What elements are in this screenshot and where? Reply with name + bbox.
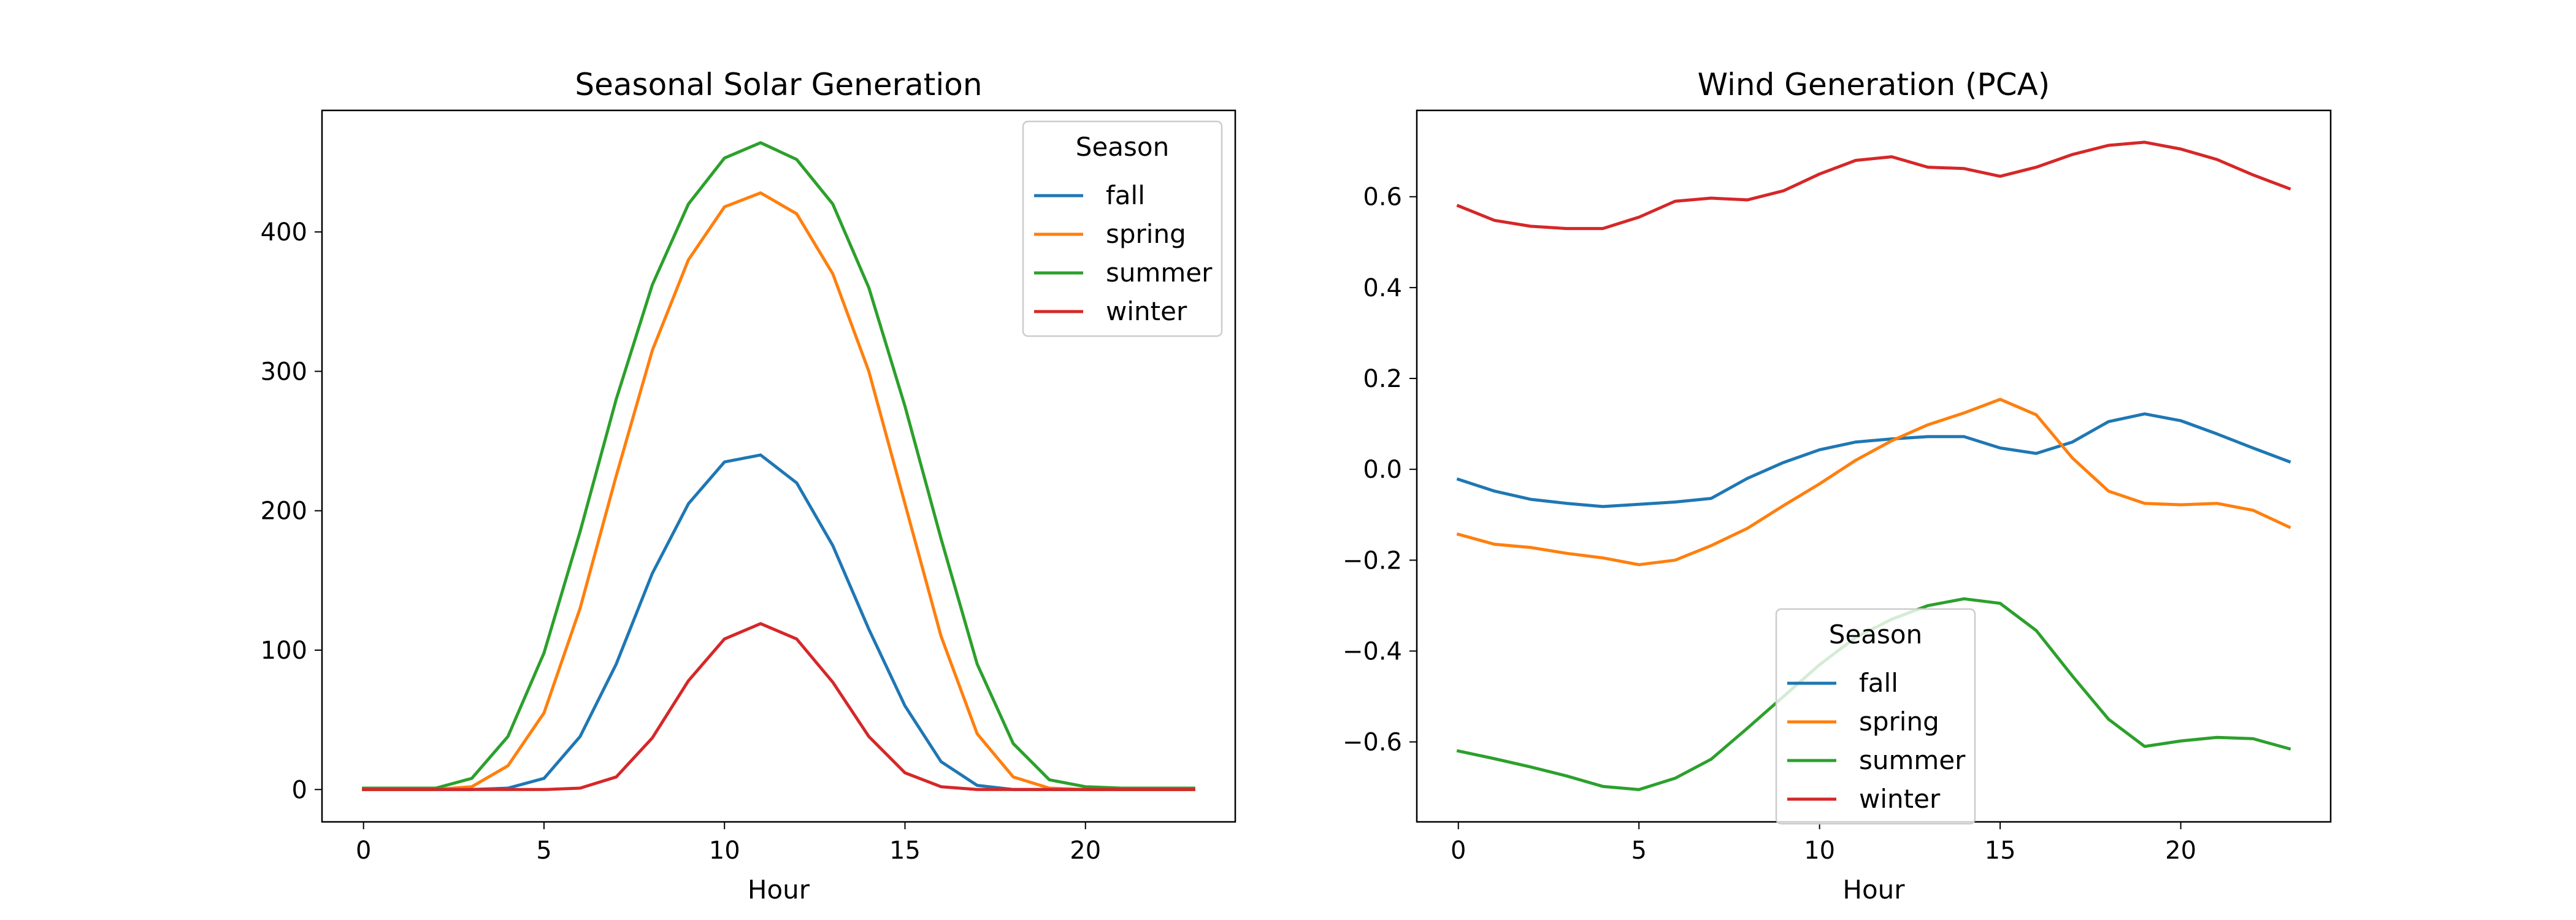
series-line-fall <box>362 453 1195 791</box>
legend-label-winter: winter <box>1106 296 1187 326</box>
series-line-winter <box>362 622 1195 791</box>
legend-box <box>1022 120 1223 337</box>
x-tick-label: 10 <box>1804 837 1835 865</box>
y-tick-label: 300 <box>261 358 307 386</box>
legend-label-fall: fall <box>1106 180 1145 210</box>
wind-chart: Wind Generation (PCA) Hour 0 5 10 15 20 −0.6 −0.… <box>1343 67 2332 905</box>
legend-label-spring: spring <box>1106 219 1186 249</box>
y-tick-label: 0.6 <box>1363 183 1402 212</box>
chart-title: Wind Generation (PCA) <box>1698 67 2050 102</box>
y-tick-label: 0.2 <box>1363 365 1402 393</box>
series-line-spring <box>1456 397 2291 567</box>
x-tick-label: 5 <box>1631 837 1646 865</box>
y-tick-label: −0.2 <box>1343 546 1402 575</box>
legend-label-summer: summer <box>1106 258 1213 288</box>
y-tick-label: 100 <box>261 637 307 665</box>
y-tick-label: 200 <box>261 497 307 526</box>
x-tick-label: 20 <box>1070 837 1101 865</box>
legend: Season fall spring summer winter <box>1775 608 1976 825</box>
x-axis-label: Hour <box>748 875 810 905</box>
series-line-fall <box>1456 412 2291 508</box>
legend: Season fall spring summer winter <box>1022 120 1223 337</box>
chart-title: Seasonal Solar Generation <box>575 67 982 102</box>
y-tick-label: 0.0 <box>1363 456 1402 484</box>
y-tick-label: 0 <box>292 776 307 804</box>
plot-frame <box>321 109 1236 823</box>
y-tick-label: 0.4 <box>1363 274 1402 302</box>
x-axis-label: Hour <box>1842 875 1905 905</box>
legend-label-summer: summer <box>1859 745 1966 775</box>
x-tick-label: 15 <box>1985 837 2016 865</box>
legend-label-fall: fall <box>1859 668 1898 698</box>
x-tick-label: 5 <box>536 837 551 865</box>
x-tick-label: 10 <box>709 837 740 865</box>
x-tick-label: 15 <box>889 837 921 865</box>
legend-title: Season <box>1076 132 1169 162</box>
x-tick-label: 0 <box>356 837 371 865</box>
series-line-winter <box>1456 140 2291 231</box>
series-line-summer <box>362 141 1195 790</box>
y-tick-label: −0.4 <box>1343 637 1402 665</box>
y-tick-label: −0.6 <box>1343 729 1402 757</box>
y-tick-label: 400 <box>261 218 307 247</box>
series-group <box>362 141 1195 791</box>
legend-title: Season <box>1829 619 1922 650</box>
x-tick-label: 20 <box>2165 837 2196 865</box>
legend-label-spring: spring <box>1859 707 1939 737</box>
legend-label-winter: winter <box>1859 784 1941 814</box>
x-tick-label: 0 <box>1451 837 1466 865</box>
legend-box <box>1775 608 1976 825</box>
